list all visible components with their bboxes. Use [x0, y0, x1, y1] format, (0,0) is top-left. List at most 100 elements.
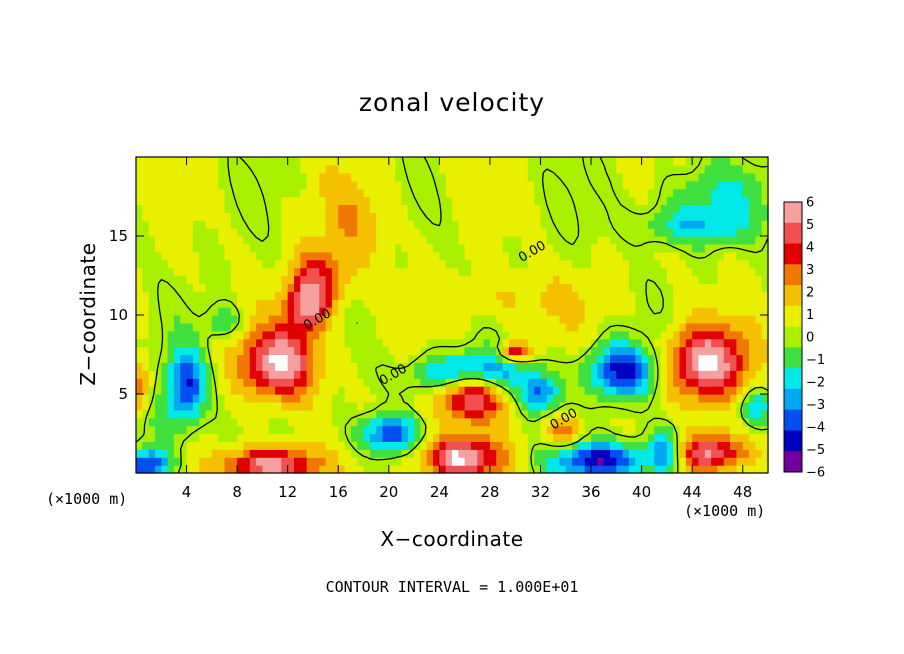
heatmap-cell: [527, 465, 535, 474]
heatmap-cell: [186, 157, 194, 166]
heatmap-cell: [281, 362, 289, 371]
heatmap-cell: [477, 157, 485, 166]
heatmap-cell: [211, 228, 219, 237]
heatmap-cell: [470, 457, 478, 466]
heatmap-cell: [211, 236, 219, 245]
heatmap-cell: [433, 322, 440, 332]
heatmap-cell: [647, 299, 655, 308]
heatmap-cell: [268, 362, 276, 371]
heatmap-cell: [154, 251, 162, 261]
heatmap-cell: [388, 409, 396, 419]
heatmap-cell: [540, 338, 548, 348]
heatmap-cell: [761, 330, 769, 340]
heatmap-cell: [445, 370, 453, 379]
heatmap-cell: [249, 315, 257, 324]
heatmap-cell: [325, 433, 333, 442]
heatmap-cell: [173, 465, 181, 474]
heatmap-cell: [319, 449, 327, 458]
heatmap-cell: [161, 315, 169, 324]
heatmap-cell: [363, 291, 371, 300]
heatmap-cell: [230, 228, 238, 237]
heatmap-cell: [154, 449, 162, 458]
heatmap-cell: [489, 251, 497, 261]
heatmap-cell: [603, 386, 611, 395]
heatmap-cell: [186, 243, 194, 253]
heatmap-cell: [489, 378, 497, 387]
heatmap-cell: [243, 370, 251, 379]
heatmap-cell: [401, 354, 409, 363]
heatmap-cell: [622, 362, 630, 371]
heatmap-cell: [407, 196, 415, 205]
heatmap-cell: [350, 243, 358, 253]
heatmap-cell: [515, 330, 523, 340]
heatmap-cell: [496, 157, 504, 166]
heatmap-cell: [489, 275, 497, 284]
heatmap-cell: [736, 283, 744, 292]
heatmap-cell: [136, 322, 143, 332]
heatmap-cell: [546, 251, 554, 261]
heatmap-cell: [477, 172, 485, 182]
heatmap-cell: [331, 157, 339, 166]
heatmap-cell: [205, 291, 213, 300]
heatmap-cell: [521, 243, 529, 253]
heatmap-cell: [685, 236, 693, 245]
heatmap-cell: [401, 196, 409, 205]
heatmap-cell: [641, 212, 649, 221]
heatmap-cell: [294, 417, 301, 427]
heatmap-cell: [628, 291, 636, 300]
heatmap-cell: [483, 243, 491, 253]
heatmap-cell: [515, 236, 523, 245]
heatmap-cell: [749, 228, 756, 237]
heatmap-cell: [540, 259, 548, 269]
heatmap-cell: [319, 275, 327, 284]
heatmap-cell: [717, 251, 725, 261]
heatmap-cell: [534, 370, 542, 379]
heatmap-cell: [363, 449, 371, 458]
heatmap-cell: [312, 220, 320, 229]
heatmap-cell: [186, 362, 194, 371]
heatmap-cell: [660, 220, 668, 229]
heatmap-cell: [603, 315, 611, 324]
heatmap-cell: [679, 330, 687, 340]
heatmap-cell: [344, 291, 352, 300]
heatmap-cell: [730, 449, 737, 458]
heatmap-cell: [717, 417, 725, 427]
heatmap-cell: [559, 330, 567, 340]
heatmap-cell: [673, 338, 681, 348]
heatmap-cell: [218, 378, 226, 387]
heatmap-cell: [369, 394, 377, 403]
heatmap-cell: [515, 220, 523, 229]
heatmap-cell: [445, 330, 453, 340]
heatmap-cell: [325, 386, 333, 395]
heatmap-cell: [622, 299, 630, 308]
heatmap-cell: [584, 465, 592, 474]
heatmap-cell: [142, 425, 150, 435]
heatmap-cell: [704, 236, 712, 245]
heatmap-cell: [489, 370, 497, 379]
heatmap-cell: [148, 394, 156, 403]
heatmap-cell: [407, 394, 415, 403]
heatmap-cell: [249, 157, 257, 166]
heatmap-cell: [237, 433, 245, 442]
heatmap-cell: [325, 259, 333, 269]
heatmap-cell: [420, 330, 428, 340]
heatmap-cell: [136, 362, 143, 371]
heatmap-cell: [186, 449, 194, 458]
heatmap-cell: [287, 338, 295, 348]
heatmap-cell: [275, 394, 282, 403]
heatmap-cell: [458, 228, 466, 237]
heatmap-cell: [439, 378, 447, 387]
heatmap-cell: [407, 259, 415, 269]
heatmap-cell: [458, 267, 466, 277]
heatmap-cell: [395, 157, 403, 166]
heatmap-cell: [717, 346, 725, 356]
heatmap-cell: [742, 362, 750, 371]
heatmap-cell: [641, 457, 649, 466]
heatmap-cell: [730, 417, 737, 427]
heatmap-cell: [218, 204, 226, 213]
heatmap-cell: [249, 307, 257, 316]
heatmap-cell: [287, 354, 295, 363]
heatmap-cell: [711, 299, 719, 308]
heatmap-cell: [161, 330, 169, 340]
heatmap-cell: [742, 172, 750, 182]
